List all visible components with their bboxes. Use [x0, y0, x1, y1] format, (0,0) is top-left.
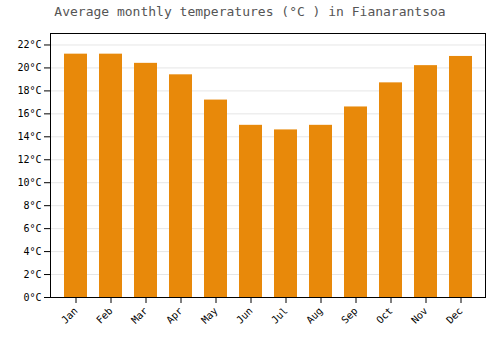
svg-text:20°C: 20°C — [17, 62, 41, 73]
svg-text:6°C: 6°C — [23, 223, 41, 234]
svg-text:Aug: Aug — [304, 305, 325, 326]
svg-text:16°C: 16°C — [17, 108, 41, 119]
svg-text:May: May — [199, 305, 220, 326]
svg-text:Oct: Oct — [374, 305, 395, 326]
svg-text:Sep: Sep — [339, 305, 360, 326]
svg-text:Apr: Apr — [164, 305, 185, 326]
svg-text:14°C: 14°C — [17, 131, 41, 142]
svg-text:4°C: 4°C — [23, 246, 41, 257]
svg-text:2°C: 2°C — [23, 269, 41, 280]
svg-text:10°C: 10°C — [17, 177, 41, 188]
svg-text:Jun: Jun — [234, 305, 255, 326]
svg-text:12°C: 12°C — [17, 154, 41, 165]
html-text:Average monthly temperatures (: Average monthly temperatures (°C ) in Fi… — [54, 4, 446, 19]
svg-text:Nov: Nov — [409, 305, 430, 326]
svg-text:Jan: Jan — [59, 305, 80, 326]
svg-text:Dec: Dec — [444, 305, 465, 326]
svg-text:Mar: Mar — [129, 305, 150, 326]
svg-text:18°C: 18°C — [17, 85, 41, 96]
svg-text:Jul: Jul — [269, 305, 290, 326]
svg-text:22°C: 22°C — [17, 39, 41, 50]
svg-text:0°C: 0°C — [23, 292, 41, 303]
svg-text:Feb: Feb — [94, 305, 115, 326]
svg-text:8°C: 8°C — [23, 200, 41, 211]
